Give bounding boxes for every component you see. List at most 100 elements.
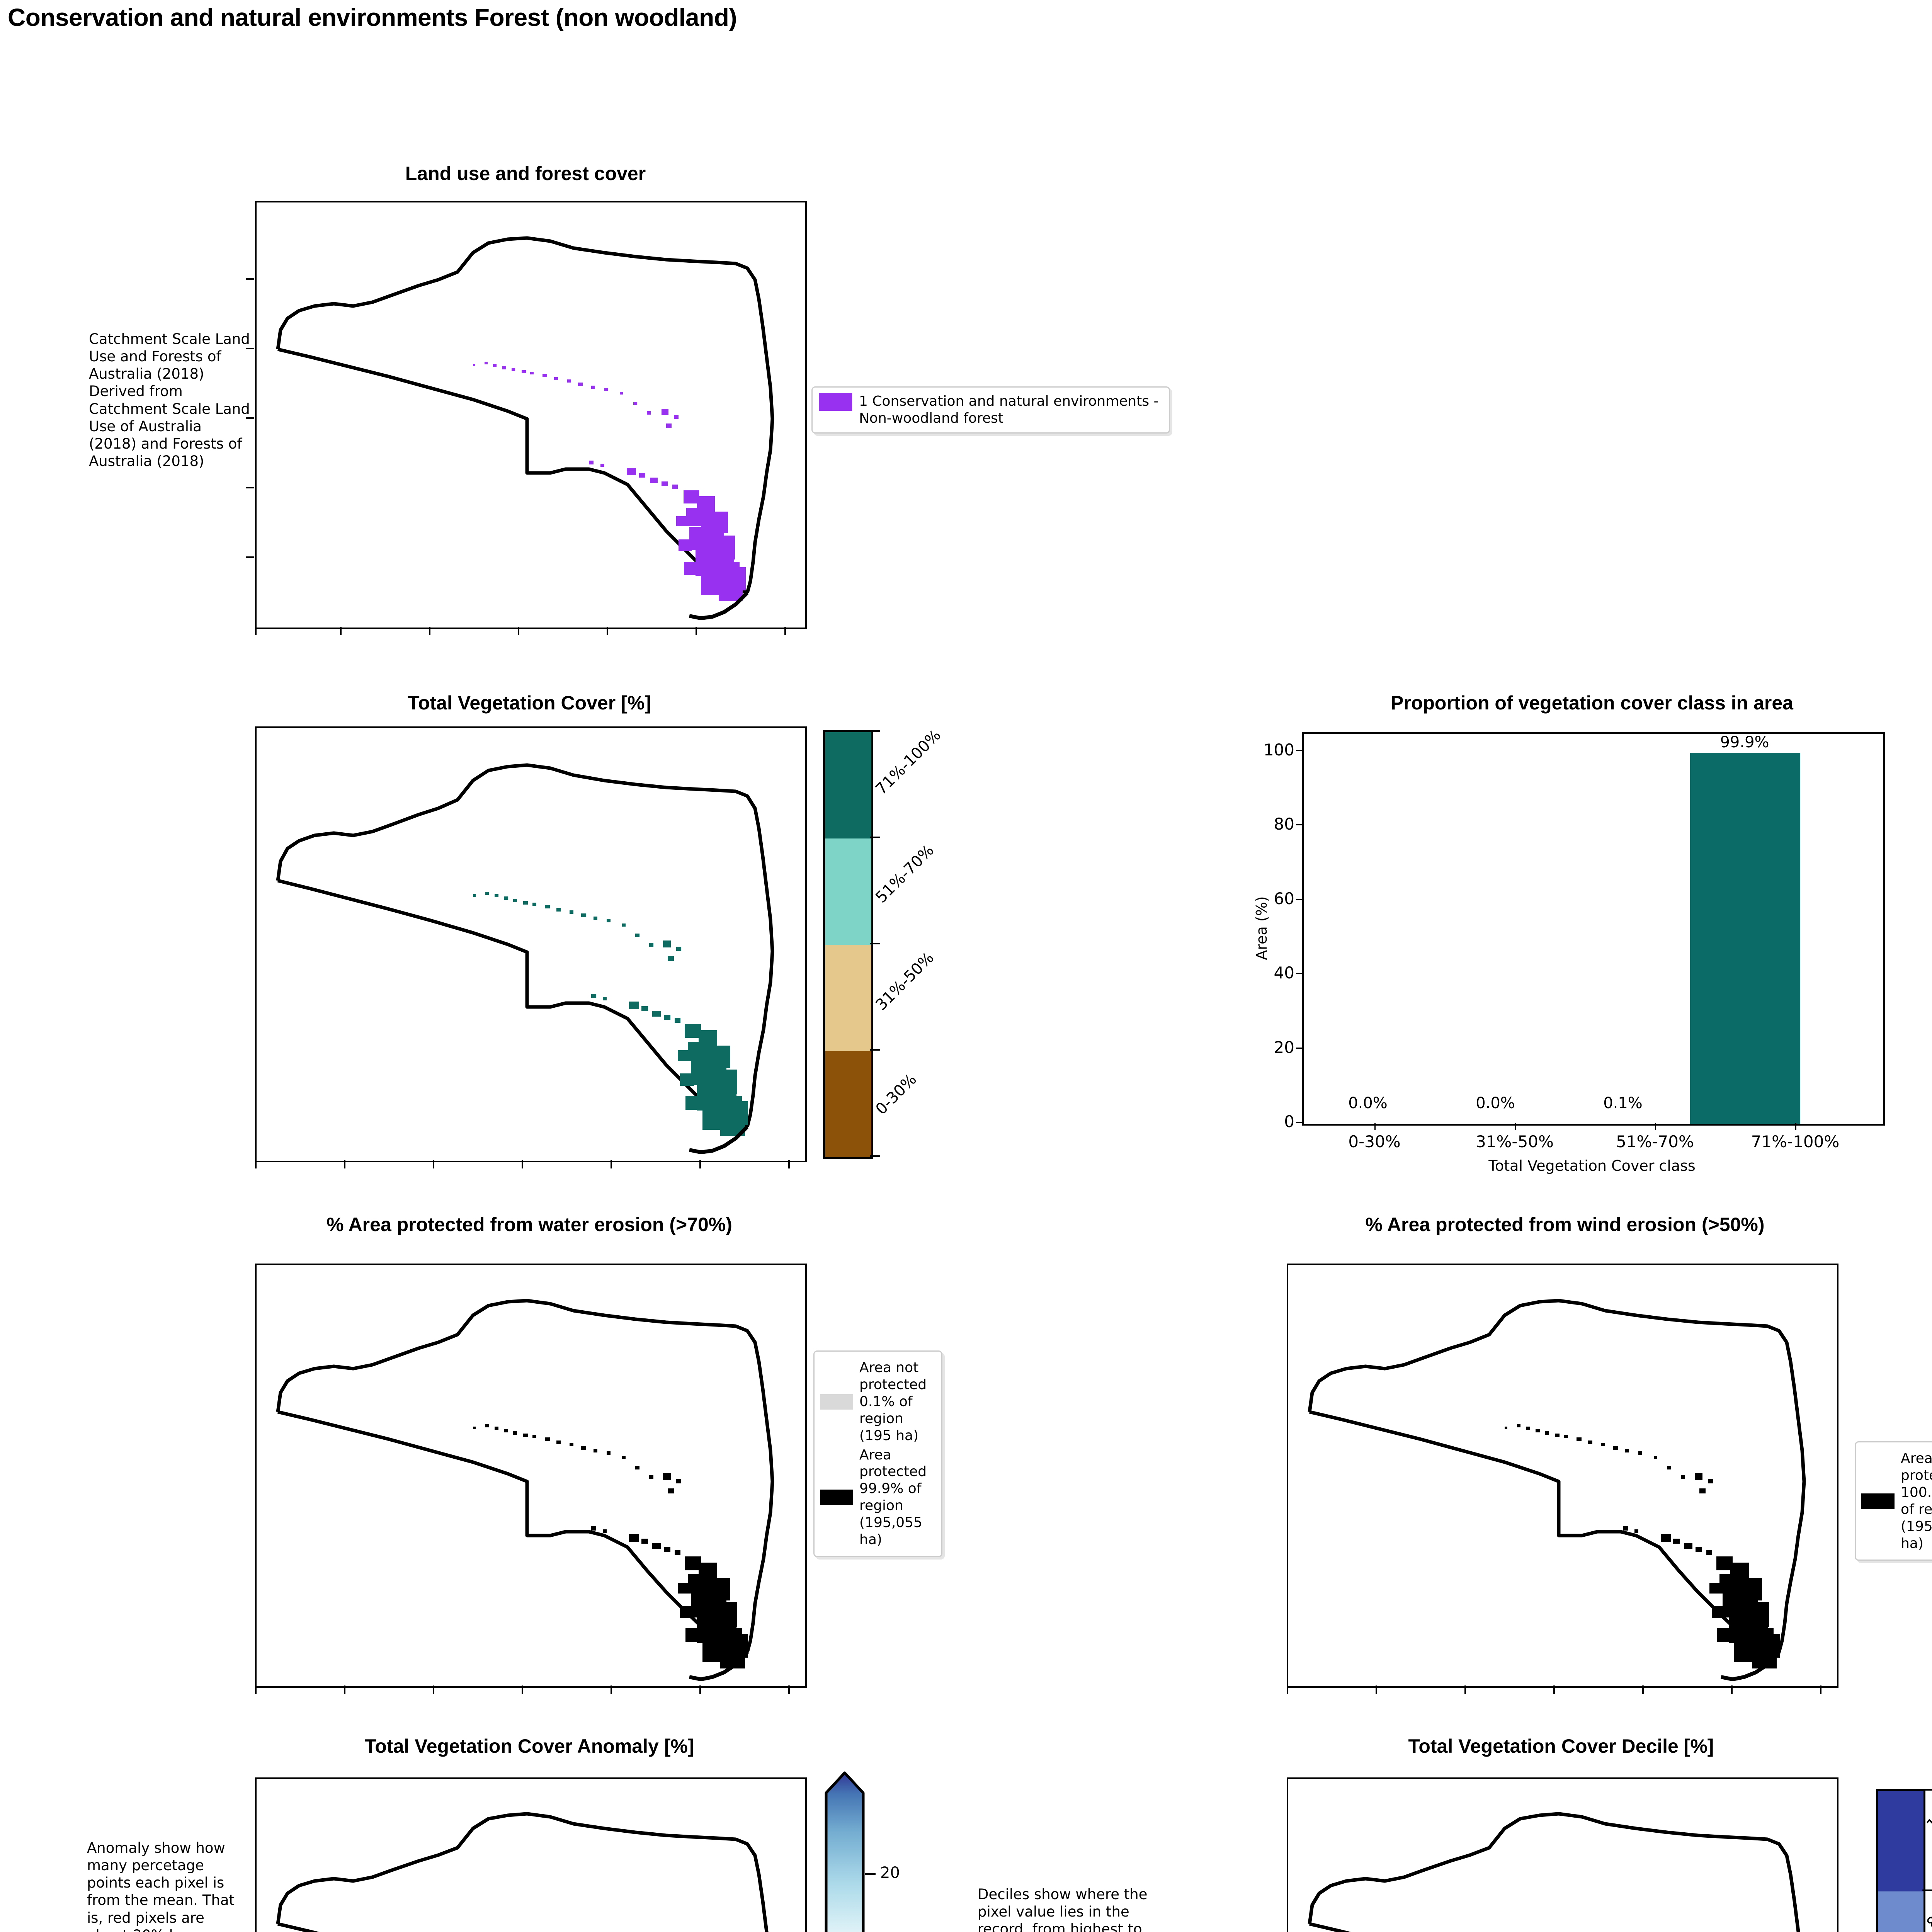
anomaly-explanation-note: Anomaly show how many percetage points e… [87, 1840, 235, 1932]
colorbar-total-vegetation-cover[interactable] [823, 730, 873, 1159]
legend-label-not-protected: Area not protected 0.1% of region (195 h… [859, 1360, 927, 1444]
chart-xlabel: Total Vegetation Cover class [1488, 1157, 1696, 1174]
xtickmark-0-30 [1374, 1123, 1376, 1130]
map-wind-erosion[interactable] [1287, 1264, 1838, 1688]
map3-xtick-5 [611, 1685, 612, 1694]
map3-xtick-2 [344, 1685, 345, 1694]
water-erosion-map-svg [276, 1299, 774, 1682]
colorbar-anomaly[interactable] [823, 1770, 893, 1932]
ytickmark-40 [1296, 973, 1303, 974]
cbar-anom-tick-20 [865, 1873, 876, 1875]
ytick-60: 60 [1274, 889, 1294, 908]
land-use-legend[interactable]: 1 Conservation and natural environments … [811, 386, 1170, 434]
ytick-100: 100 [1263, 740, 1294, 759]
map1-xtick-5 [607, 627, 608, 635]
map-anomaly[interactable] [255, 1777, 807, 1932]
wind-erosion-legend[interactable]: Area protected 100.0% of region (195,250… [1855, 1441, 1932, 1561]
xtickmark-71-100 [1795, 1123, 1796, 1130]
map1-ytick-3 [246, 417, 254, 419]
ytick-40: 40 [1274, 963, 1294, 982]
cbar-label-51-70: 51%-70% [872, 841, 937, 906]
proportion-bar-chart: Proportion of vegetation cover class in … [1252, 692, 1932, 1194]
map4-xtick-4 [1553, 1685, 1555, 1694]
colorbar-seg-31-50 [825, 945, 871, 1051]
anomaly-colorbar-svg [825, 1771, 865, 1932]
panel-title-decile: Total Vegetation Cover Decile [%] [1408, 1735, 1714, 1757]
map1-ytick-4 [246, 487, 254, 488]
map-land-use[interactable] [255, 201, 807, 629]
decile-explanation-note: Deciles show where the pixel value lies … [978, 1886, 1148, 1932]
legend-swatch-col [819, 393, 852, 411]
colorbar-decile-seg-10 [1878, 1791, 1923, 1891]
cbar1-tick-0 [870, 730, 880, 732]
legend-swatch-protected [820, 1490, 853, 1505]
xtick-51-70: 51%-70% [1616, 1132, 1694, 1151]
map1-ytick-2 [246, 348, 254, 349]
map1-xtick-6 [696, 627, 697, 635]
cbar1-tick-4 [870, 1155, 880, 1157]
bar-71-100[interactable] [1690, 753, 1800, 1124]
legend-swatch-protected-wind [1861, 1493, 1895, 1509]
xtickmark-51-70 [1655, 1123, 1656, 1130]
map2-xtick-3 [433, 1160, 434, 1168]
legend-swatch-not-protected [820, 1394, 853, 1410]
panel-title-total-vegetation-cover: Total Vegetation Cover [%] [408, 692, 651, 714]
map4-xtick-1 [1287, 1685, 1288, 1694]
map3-xtick-1 [255, 1685, 257, 1694]
map-decile[interactable] [1287, 1777, 1838, 1932]
ytick-80: 80 [1274, 815, 1294, 833]
ytick-0: 0 [1284, 1112, 1294, 1131]
map4-xtick-3 [1464, 1685, 1466, 1694]
map-water-erosion[interactable] [255, 1264, 807, 1688]
map4-xtick-7 [1820, 1685, 1821, 1694]
wind-erosion-map-svg [1308, 1299, 1806, 1682]
map2-xtick-5 [611, 1160, 612, 1168]
ytick-20: 20 [1274, 1038, 1294, 1057]
map2-xtick-6 [699, 1160, 701, 1168]
legend-row-protected: Area protected 99.9% of region (195,055 … [820, 1447, 936, 1548]
map1-xtick-2 [340, 627, 342, 635]
colorbar-seg-0-30 [825, 1051, 871, 1157]
xtickmark-31-50 [1515, 1123, 1516, 1130]
map2-xtick-1 [255, 1160, 257, 1168]
cbar-anom-label-20: 20 [880, 1864, 900, 1882]
ytickmark-0 [1296, 1122, 1303, 1123]
chart-title: Proportion of vegetation cover class in … [1391, 692, 1793, 714]
map1-xtick-7 [784, 627, 786, 635]
map2-xtick-4 [522, 1160, 523, 1168]
panel-title-land-use: Land use and forest cover [405, 163, 646, 184]
map3-xtick-3 [433, 1685, 434, 1694]
map1-xtick-3 [429, 627, 430, 635]
map1-xtick-1 [255, 627, 257, 635]
xtick-0-30: 0-30% [1348, 1132, 1401, 1151]
map4-xtick-5 [1642, 1685, 1644, 1694]
xtick-31-50: 31%-50% [1476, 1132, 1554, 1151]
legend-row-protected-wind: Area protected 100.0% of region (195,250… [1861, 1450, 1932, 1552]
veg-cover-map-svg [276, 763, 774, 1155]
map2-xtick-7 [788, 1160, 790, 1168]
map4-xtick-2 [1376, 1685, 1377, 1694]
map-total-vegetation-cover[interactable] [255, 726, 807, 1162]
land-use-map-svg [276, 236, 774, 621]
bar-label-71-100: 99.9% [1720, 733, 1769, 751]
ytickmark-80 [1296, 824, 1303, 825]
chart-plot-area[interactable] [1302, 732, 1885, 1126]
water-erosion-legend[interactable]: Area not protected 0.1% of region (195 h… [813, 1350, 942, 1557]
legend-label-conservation: 1 Conservation and natural environments … [859, 393, 1159, 426]
map3-xtick-6 [699, 1685, 701, 1694]
colorbar-seg-51-70 [825, 838, 871, 945]
bar-label-0-30: 0.0% [1348, 1094, 1388, 1112]
bar-label-31-50: 0.0% [1476, 1094, 1515, 1112]
legend-swatch-conservation [819, 393, 852, 411]
legend-row-not-protected: Area not protected 0.1% of region (195 h… [820, 1359, 936, 1444]
map1-ytick-1 [246, 278, 254, 280]
panel-title-anomaly: Total Vegetation Cover Anomaly [%] [364, 1735, 694, 1757]
map1-ytick-5 [246, 556, 254, 558]
map4-xtick-6 [1731, 1685, 1733, 1694]
map1-xtick-4 [518, 627, 519, 635]
colorbar-decile-seg-8-9 [1878, 1891, 1923, 1932]
colorbar-decile[interactable] [1876, 1789, 1925, 1932]
cbar-label-71-100: 71%-100% [872, 726, 944, 798]
bar-label-51-70: 0.1% [1603, 1094, 1643, 1112]
cbar1-tick-2 [870, 943, 880, 944]
